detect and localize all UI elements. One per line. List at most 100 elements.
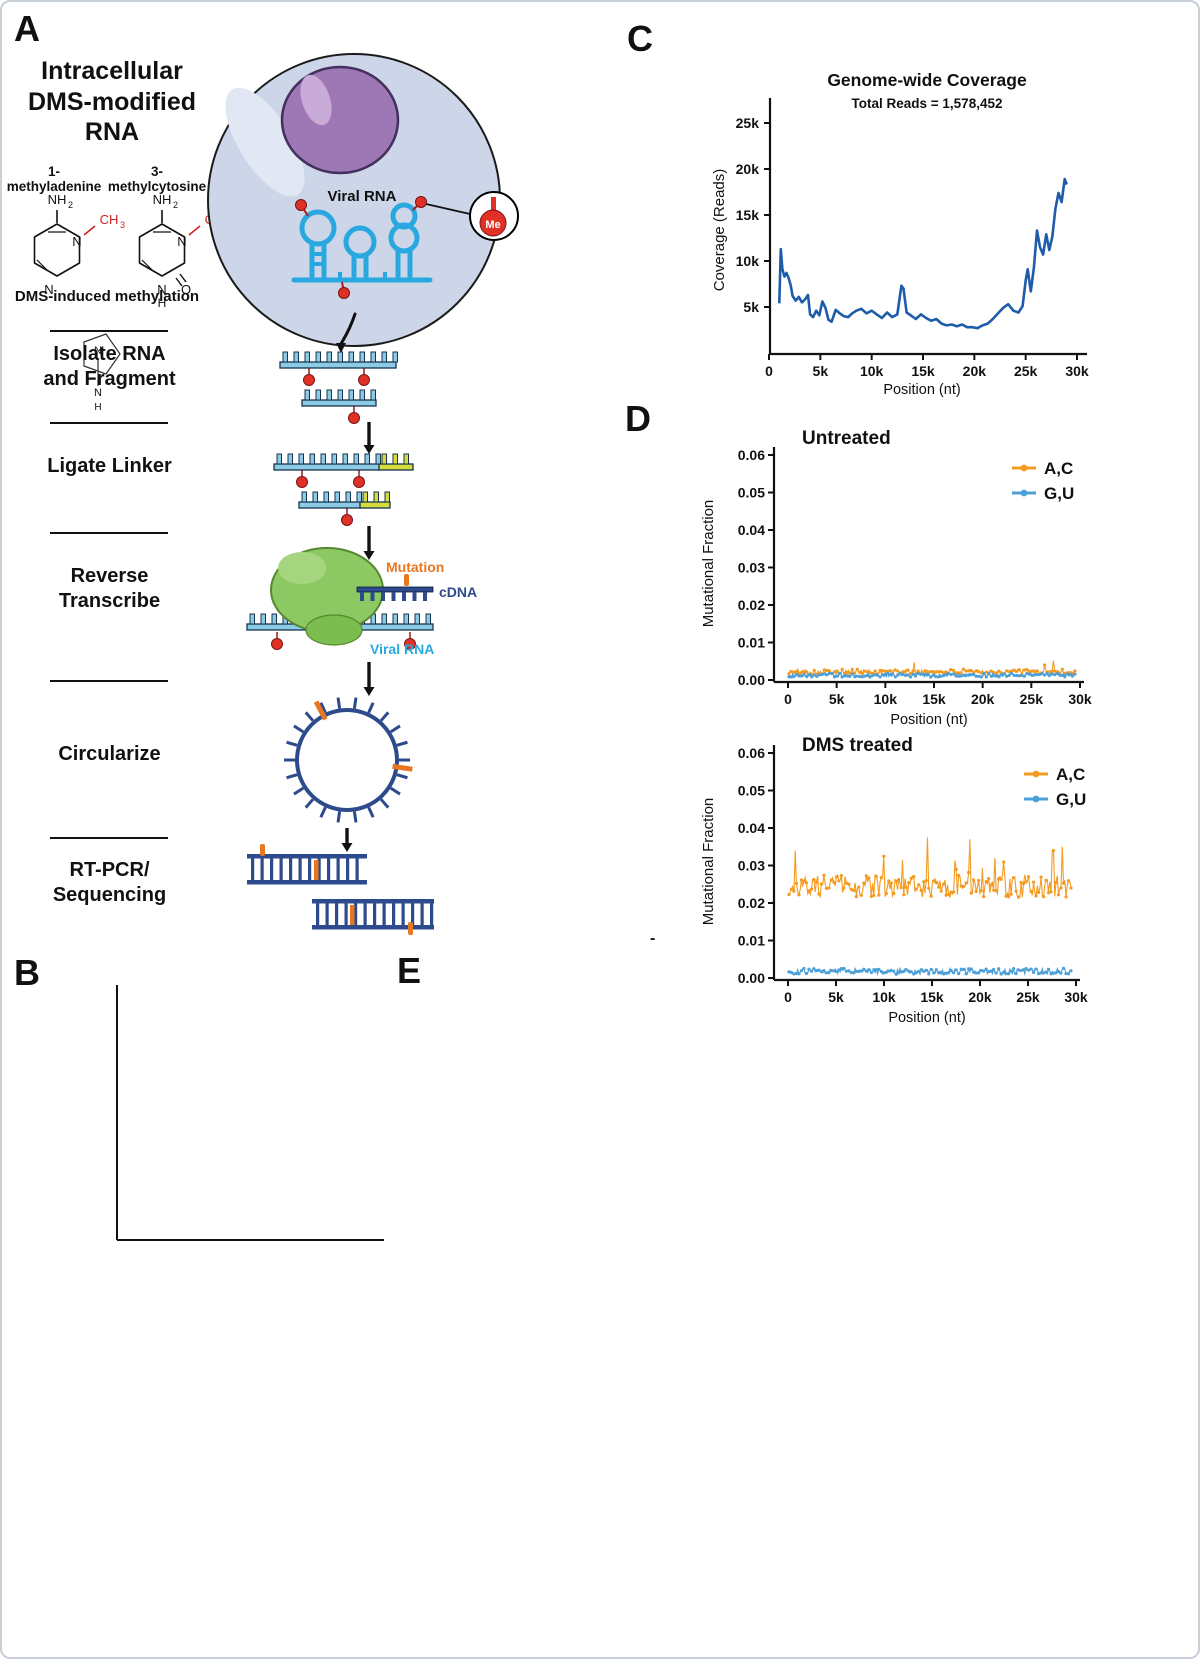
me-callout: Me	[425, 191, 519, 241]
title-line-3: RNA	[84, 118, 140, 146]
chart-title: DMS treated	[802, 735, 913, 756]
x-tick: 20k	[968, 989, 992, 1005]
x-tick: 0	[784, 691, 792, 707]
panel-c-chart: Genome-wide Coverage Total Reads = 1,578,…	[711, 70, 1089, 398]
atom-nh2: NH	[48, 192, 67, 207]
x-tick: 10k	[872, 989, 896, 1005]
legend-A,C: A,C	[1044, 459, 1073, 478]
step-line: RT-PCR/	[69, 859, 150, 881]
step-ligate: Ligate Linker	[12, 454, 207, 479]
x-tick: 15k	[911, 363, 935, 379]
y-tick: 0.05	[738, 783, 765, 799]
step-rtpcr: RT-PCR/ Sequencing	[12, 858, 207, 908]
x-tick: 5k	[829, 691, 845, 707]
atom-n: N	[157, 282, 166, 297]
atom-sub: 3	[120, 220, 125, 230]
cdna-label: cDNA	[439, 584, 477, 600]
y-tick: 0.01	[738, 933, 765, 949]
chem-name-left: 1-methyladenine	[6, 164, 102, 194]
reverse-transcription: Mutation cDNA Viral RNA	[246, 547, 477, 657]
title-line-1: Intracellular	[41, 57, 183, 85]
cell-illustration: Viral RNA	[207, 53, 501, 347]
atom-sub: 2	[68, 200, 73, 210]
divider	[50, 837, 168, 839]
atom-o: O	[181, 282, 191, 297]
imidazole-ring: NNH	[83, 333, 121, 413]
y-tick: 0.04	[738, 820, 765, 836]
x-tick: 30k	[1064, 989, 1088, 1005]
panel-e-label: E	[397, 950, 422, 991]
viral-rna-label: Viral RNA	[328, 188, 397, 205]
linker-ligation	[273, 453, 414, 526]
divider	[50, 680, 168, 682]
step-isolate: Isolate RNA and Fragment	[12, 342, 207, 392]
y-tick: 0.00	[738, 970, 765, 986]
y-tick: 0.06	[738, 745, 765, 761]
x-tick: 0	[784, 989, 792, 1005]
atom-n: N	[94, 345, 102, 357]
step-line: Circularize	[58, 743, 161, 765]
panel-d-chart-D2: DMS treated 0.00 0.01 0.02 0.03 0.04 0.05 0.06 0…	[700, 735, 1088, 1026]
panel-a-graphics: NH2NCH3NNH2NCH3ONHNNHViral RNAMeMutation…	[33, 53, 519, 935]
step-line: and Fragment	[43, 368, 176, 390]
y-axis-label: Mutational Fraction	[700, 500, 717, 628]
legend-A,C: A,C	[1056, 765, 1085, 784]
panel-a-title: Intracellular DMS-modified RNA	[16, 56, 208, 148]
chem-caption: DMS-induced methylation	[14, 288, 200, 305]
divider	[50, 330, 168, 332]
y-tick: 20k	[736, 161, 760, 177]
atom-nh2: NH	[153, 192, 172, 207]
atom-n: N	[44, 282, 53, 297]
step-line: Ligate Linker	[47, 455, 172, 477]
step-line: Isolate RNA	[53, 343, 166, 365]
step-line: Reverse	[70, 565, 149, 587]
atom-ch3: CH	[100, 212, 119, 227]
panel-d-chart-D1: Untreated 0.00 0.01 0.02 0.03 0.04 0.05 0.06 0 5k…	[700, 428, 1092, 728]
y-tick: 5k	[743, 299, 759, 315]
panel-c-label: C	[627, 18, 653, 59]
rna-fragments	[279, 351, 398, 424]
atom-n: N	[94, 387, 102, 399]
panel-b-chart	[116, 985, 384, 1241]
x-tick: 30k	[1065, 363, 1089, 379]
panel-d-label: D	[625, 398, 651, 439]
x-axis-label: Position (nt)	[883, 382, 960, 398]
x-tick: 15k	[920, 989, 944, 1005]
x-tick: 30k	[1068, 691, 1092, 707]
x-tick: 5k	[813, 363, 829, 379]
y-tick: 0.02	[738, 895, 765, 911]
x-axis-label: Position (nt)	[890, 712, 967, 728]
step-reverse-transcribe: Reverse Transcribe	[12, 564, 207, 614]
x-tick: 15k	[922, 691, 946, 707]
circularized-cdna	[284, 697, 413, 823]
divider	[50, 532, 168, 534]
step-circularize: Circularize	[12, 742, 207, 767]
atom-h: H	[94, 402, 101, 413]
pcr-duplexes	[247, 844, 434, 935]
x-tick: 5k	[828, 989, 844, 1005]
y-tick: 25k	[736, 115, 760, 131]
panel-b-label: B	[14, 952, 40, 993]
atom-n: N	[72, 234, 81, 249]
mutation-label: Mutation	[386, 559, 444, 575]
x-tick: 10k	[874, 691, 898, 707]
y-tick: 15k	[736, 207, 760, 223]
x-tick: 25k	[1016, 989, 1040, 1005]
x-tick: 20k	[971, 691, 995, 707]
x-tick: 10k	[860, 363, 884, 379]
y-tick: 0.01	[738, 635, 765, 651]
y-tick: 0.03	[738, 560, 765, 576]
y-tick: 0.06	[738, 447, 765, 463]
y-tick: 0.00	[738, 672, 765, 688]
y-tick: 0.05	[738, 485, 765, 501]
y-axis-label: Mutational Fraction	[700, 798, 717, 926]
chart-title: Genome-wide Coverage	[827, 70, 1027, 90]
y-tick: 0.04	[738, 522, 765, 538]
atom-sub: 2	[173, 200, 178, 210]
x-tick: 25k	[1014, 363, 1038, 379]
x-tick: 25k	[1020, 691, 1044, 707]
step-line: Sequencing	[52, 884, 167, 906]
x-tick: 20k	[963, 363, 987, 379]
